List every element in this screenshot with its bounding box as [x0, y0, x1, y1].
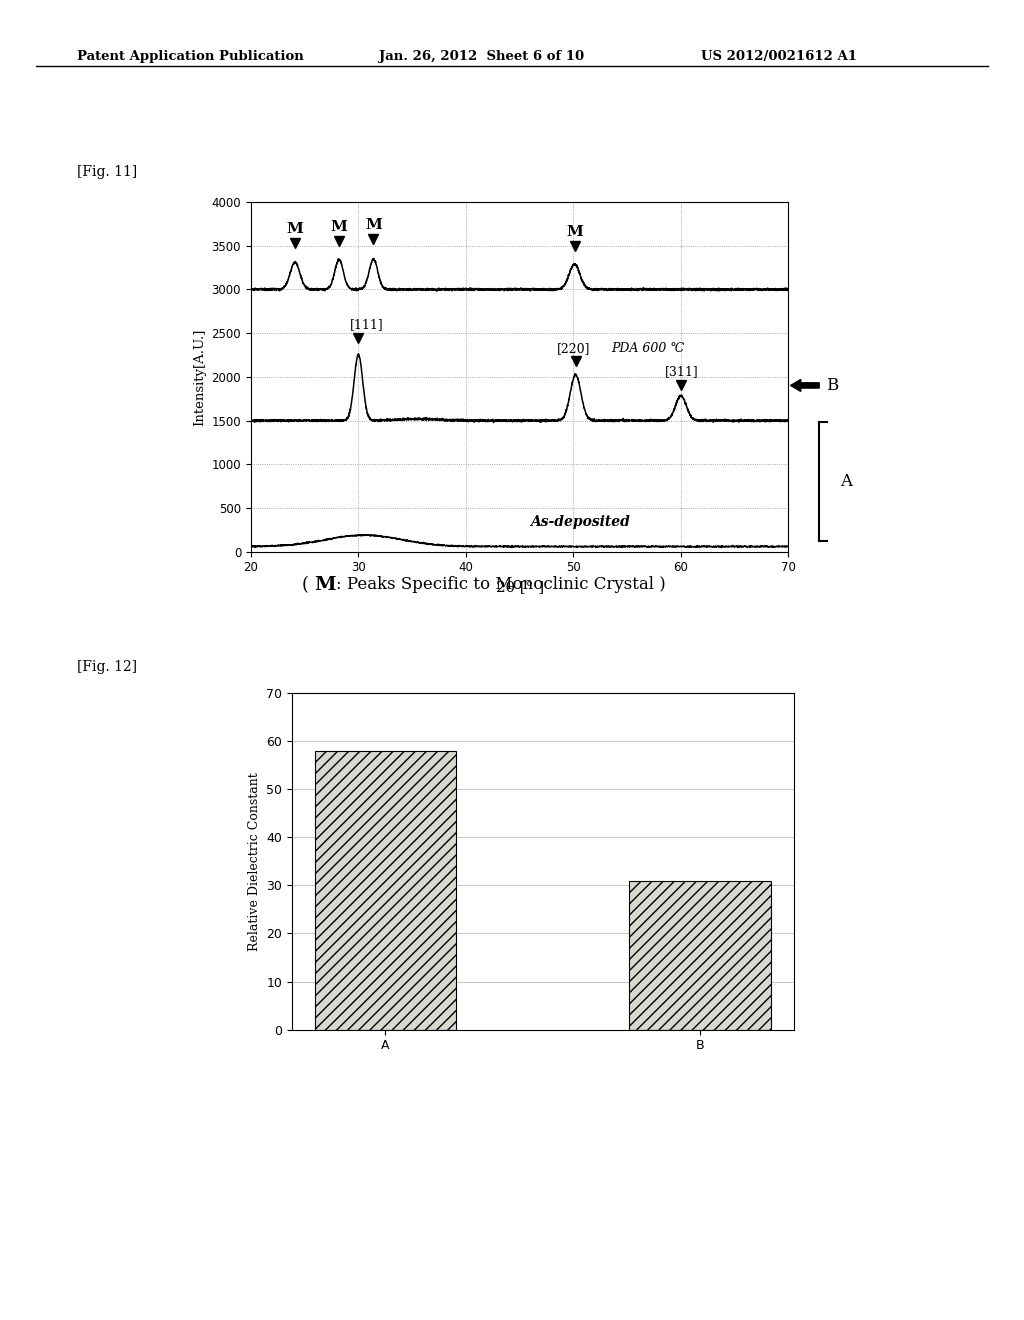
Text: B: B: [826, 378, 839, 393]
Text: [220]: [220]: [557, 342, 591, 355]
Text: M: M: [287, 222, 303, 236]
Bar: [314, 751, 457, 1030]
Bar: [629, 880, 771, 1030]
Text: A: A: [840, 474, 852, 490]
Text: [Fig. 12]: [Fig. 12]: [77, 660, 137, 675]
Text: US 2012/0021612 A1: US 2012/0021612 A1: [701, 50, 857, 63]
X-axis label: 2θ [° ]: 2θ [° ]: [496, 579, 544, 594]
Text: M: M: [331, 220, 347, 234]
Y-axis label: Intensity[A.U.]: Intensity[A.U.]: [193, 329, 206, 425]
Text: : Peaks Specific to Monoclinic Crystal ): : Peaks Specific to Monoclinic Crystal ): [336, 577, 666, 593]
Text: (π: (π: [503, 576, 521, 594]
Y-axis label: Relative Dielectric Constant: Relative Dielectric Constant: [248, 772, 260, 950]
Text: [Fig. 11]: [Fig. 11]: [77, 165, 137, 180]
Text: PDA 600 ℃: PDA 600 ℃: [611, 342, 684, 355]
Text: Jan. 26, 2012  Sheet 6 of 10: Jan. 26, 2012 Sheet 6 of 10: [379, 50, 584, 63]
Text: M: M: [365, 218, 382, 232]
Text: As-deposited: As-deposited: [530, 515, 631, 528]
Text: M: M: [314, 576, 336, 594]
Text: (: (: [302, 576, 309, 594]
Text: M: M: [566, 224, 583, 239]
Text: [311]: [311]: [665, 366, 698, 379]
Text: [111]: [111]: [350, 318, 384, 331]
Text: Patent Application Publication: Patent Application Publication: [77, 50, 303, 63]
